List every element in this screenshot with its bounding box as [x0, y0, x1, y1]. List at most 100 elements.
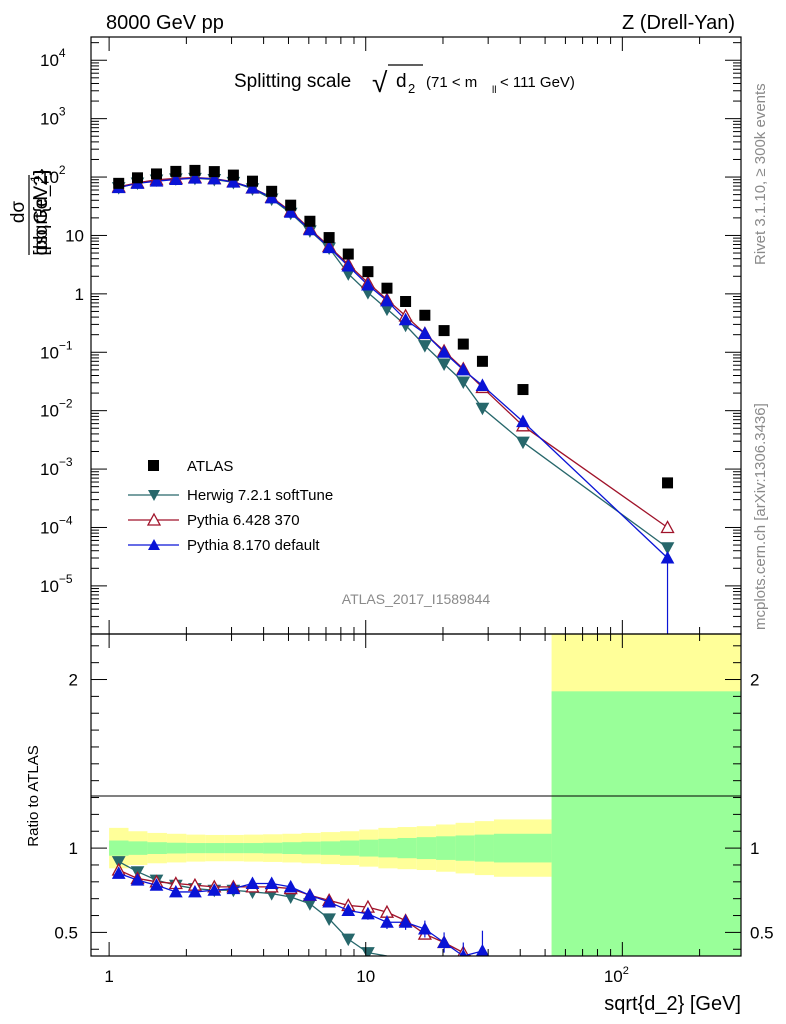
data-point-atlas — [189, 164, 201, 176]
x-tick-label-base: 10 — [356, 967, 375, 986]
band-inner-bin — [436, 836, 456, 860]
analysis-watermark: ATLAS_2017_I1589844 — [342, 591, 491, 607]
ratio-marker-pythia8 — [245, 876, 260, 890]
ratio-marker-herwig — [322, 913, 336, 926]
y-tick-label-exponent: −4 — [59, 513, 73, 527]
ratio-ylabel: Ratio to ATLAS — [25, 745, 42, 846]
ratio-marker-pythia8 — [437, 935, 451, 949]
y-tick-label-base: 10 — [40, 460, 59, 479]
ratio-marker-pythia8 — [303, 888, 317, 901]
main-marker-pythia8 — [322, 240, 336, 254]
ratio-marker-pythia8 — [398, 915, 413, 928]
legend-marker-herwig — [148, 490, 160, 501]
data-point-atlas — [246, 175, 258, 187]
ratio-marker-pythia8 — [283, 879, 298, 893]
y-tick-label-ratio-left: 0.5 — [54, 923, 78, 942]
x-tick-label-exponent: 2 — [623, 965, 629, 977]
y-tick-label-base: 1 — [75, 285, 84, 304]
band-inner-bin — [166, 842, 187, 854]
data-point-atlas — [400, 295, 412, 307]
main-series — [111, 164, 675, 634]
y-tick-label-base: 10 — [40, 518, 59, 537]
y-tick-label-main: 10−1 — [40, 338, 73, 362]
y-tick-label-exponent: 3 — [59, 105, 66, 119]
y-tick-label-main: 1 — [75, 285, 84, 304]
ratio-series — [111, 856, 490, 956]
band-inner-bin — [551, 691, 741, 956]
legend-marker-pythia8 — [148, 539, 160, 550]
legend-label-pythia8: Pythia 8.170 default — [187, 537, 320, 554]
band-inner-bin — [186, 843, 206, 854]
main-marker-herwig — [456, 376, 471, 390]
main-marker-pythia8 — [283, 205, 298, 218]
x-tick-label: 102 — [604, 965, 629, 986]
legend-marker-atlas — [148, 460, 159, 471]
data-point-atlas — [476, 355, 488, 367]
legend-label-herwig: Herwig 7.2.1 softTune — [187, 487, 333, 504]
ratio-marker-pythia8 — [169, 884, 183, 898]
ratio-marker-pythia8 — [188, 884, 202, 898]
y-tick-label-main: 10−2 — [40, 397, 73, 421]
main-marker-herwig — [516, 436, 530, 450]
data-point-atlas — [208, 166, 220, 178]
ratio-marker-pythia8 — [418, 921, 432, 935]
ratio-marker-herwig — [341, 933, 356, 947]
band-inner-bin — [109, 840, 129, 856]
ratio-marker-pythia8 — [341, 903, 356, 916]
ylabel-units-close: ] — [31, 170, 52, 175]
y-tick-label-ratio-right: 0.5 — [750, 923, 774, 942]
y-tick-label-main: 10−3 — [40, 455, 73, 479]
main-marker-pythia8 — [226, 175, 241, 188]
band-inner-bin — [128, 841, 148, 855]
data-point-atlas — [381, 282, 393, 294]
band-inner-bin — [340, 840, 360, 856]
data-point-atlas — [266, 185, 278, 197]
y-tick-label-main: 10−4 — [40, 513, 73, 537]
y-tick-label-ratio-right: 2 — [750, 671, 759, 690]
ylabel-units: [pb,GeV-1] — [28, 170, 52, 256]
title-main: Splitting scale — [234, 71, 351, 92]
y-tick-label-exponent: −1 — [59, 338, 73, 352]
main-marker-pythia8 — [149, 174, 164, 187]
data-point-atlas — [131, 172, 143, 184]
y-tick-label-base: 10 — [40, 402, 59, 421]
y-tick-label-base: 10 — [40, 168, 59, 187]
main-marker-pythia8 — [475, 378, 490, 391]
y-tick-label-exponent: 4 — [59, 46, 66, 60]
y-tick-label-ratio-left: 1 — [69, 839, 78, 858]
legend-label-pythia6: Pythia 6.428 370 — [187, 512, 300, 529]
main-marker-pythia8 — [516, 414, 530, 428]
y-tick-label-main: 10 — [65, 226, 84, 245]
rivet-version-text: Rivet 3.1.10, ≥ 300k events — [752, 83, 769, 265]
band-inner-bin — [301, 841, 321, 855]
x-tick-label-base: 1 — [104, 967, 113, 986]
band-inner-bin — [378, 838, 398, 858]
xlabel: sqrt{d_2} [GeV] — [604, 993, 741, 1015]
ylabel-denominator: dsqrt{d_2} — [31, 169, 52, 256]
title-d: d — [396, 71, 407, 92]
plot-title: Splitting scale √ d 2 (71 < m ll < 111 G… — [234, 64, 575, 98]
band-inner-bin — [474, 834, 494, 862]
y-tick-label-main: 103 — [40, 105, 66, 129]
ratio-marker-pythia8 — [207, 883, 222, 896]
main-marker-pythia8 — [456, 362, 471, 376]
data-point-atlas — [113, 177, 125, 189]
main-marker-pythia6 — [660, 520, 675, 534]
data-point-atlas — [419, 309, 431, 321]
y-tick-label-exponent: −2 — [59, 397, 73, 411]
y-tick-label-base: 10 — [40, 51, 59, 70]
y-tick-label-exponent: −5 — [59, 572, 73, 586]
mcplots-credit-text: mcplots.cern.ch [arXiv:1306.3436] — [752, 403, 769, 630]
data-point-atlas — [362, 266, 374, 278]
main-marker-pythia8 — [398, 312, 413, 326]
ratio-marker-herwig — [361, 947, 375, 956]
main-marker-pythia8 — [418, 326, 432, 339]
axis-tick-labels: 1 10 10210−510−410−310−210−11101021031040.… — [40, 46, 774, 986]
main-marker-pythia8 — [660, 550, 675, 564]
legend-item-pythia8: Pythia 8.170 default — [128, 537, 320, 554]
ylabel-units-open: [pb,GeV — [31, 186, 52, 256]
band-inner-bin — [416, 837, 437, 860]
data-point-atlas — [304, 215, 316, 227]
title-range-close: < 111 GeV) — [500, 74, 575, 91]
